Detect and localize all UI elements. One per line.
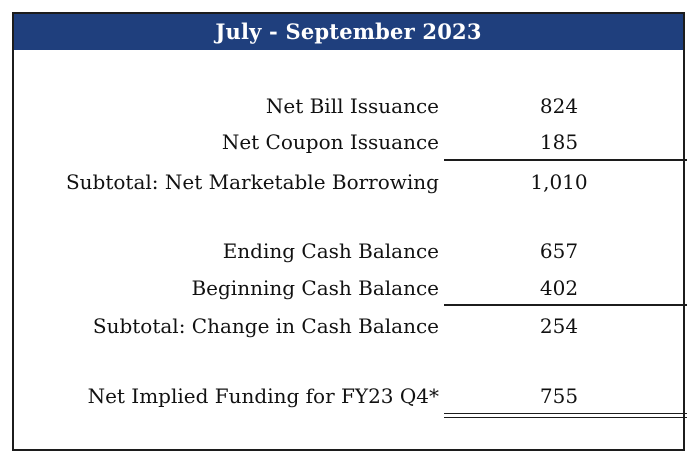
table-row-beginning-cash-balance: Beginning Cash Balance 402 [14,273,683,303]
row-label: Subtotal: Change in Cash Balance [92,314,439,338]
funding-table: July - September 2023 Net Bill Issuance … [12,12,687,451]
row-label: Net Implied Funding for FY23 Q4* [87,384,439,408]
row-value: 254 [539,314,579,338]
row-label: Net Bill Issuance [265,94,439,118]
table-title: July - September 2023 [14,14,683,50]
row-value: 185 [539,130,579,154]
row-value: 755 [539,384,579,408]
table-row-net-coupon-issuance: Net Coupon Issuance 185 [14,127,683,157]
row-value: 824 [539,94,579,118]
table-row-ending-cash-balance: Ending Cash Balance 657 [14,236,683,266]
row-label: Ending Cash Balance [222,239,439,263]
row-value: 657 [539,239,579,263]
total-double-rule-top [444,413,687,414]
table-row-subtotal-change-in-cash-balance: Subtotal: Change in Cash Balance 254 [14,311,683,341]
row-label: Subtotal: Net Marketable Borrowing [65,170,439,194]
row-label: Net Coupon Issuance [221,130,439,154]
table-row-subtotal-net-marketable-borrowing: Subtotal: Net Marketable Borrowing 1,010 [14,167,683,197]
total-double-rule-bottom [444,417,687,418]
table-row-net-bill-issuance: Net Bill Issuance 824 [14,91,683,121]
table-row-net-implied-funding: Net Implied Funding for FY23 Q4* 755 [14,381,683,411]
subtotal-rule [444,304,687,306]
row-label: Beginning Cash Balance [191,276,439,300]
subtotal-rule [444,159,687,161]
row-value: 1,010 [530,170,588,194]
row-value: 402 [539,276,579,300]
